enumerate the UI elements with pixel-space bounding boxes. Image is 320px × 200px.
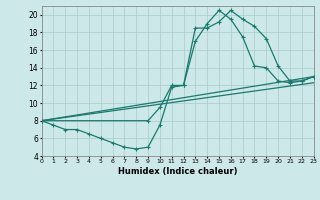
X-axis label: Humidex (Indice chaleur): Humidex (Indice chaleur) [118,167,237,176]
